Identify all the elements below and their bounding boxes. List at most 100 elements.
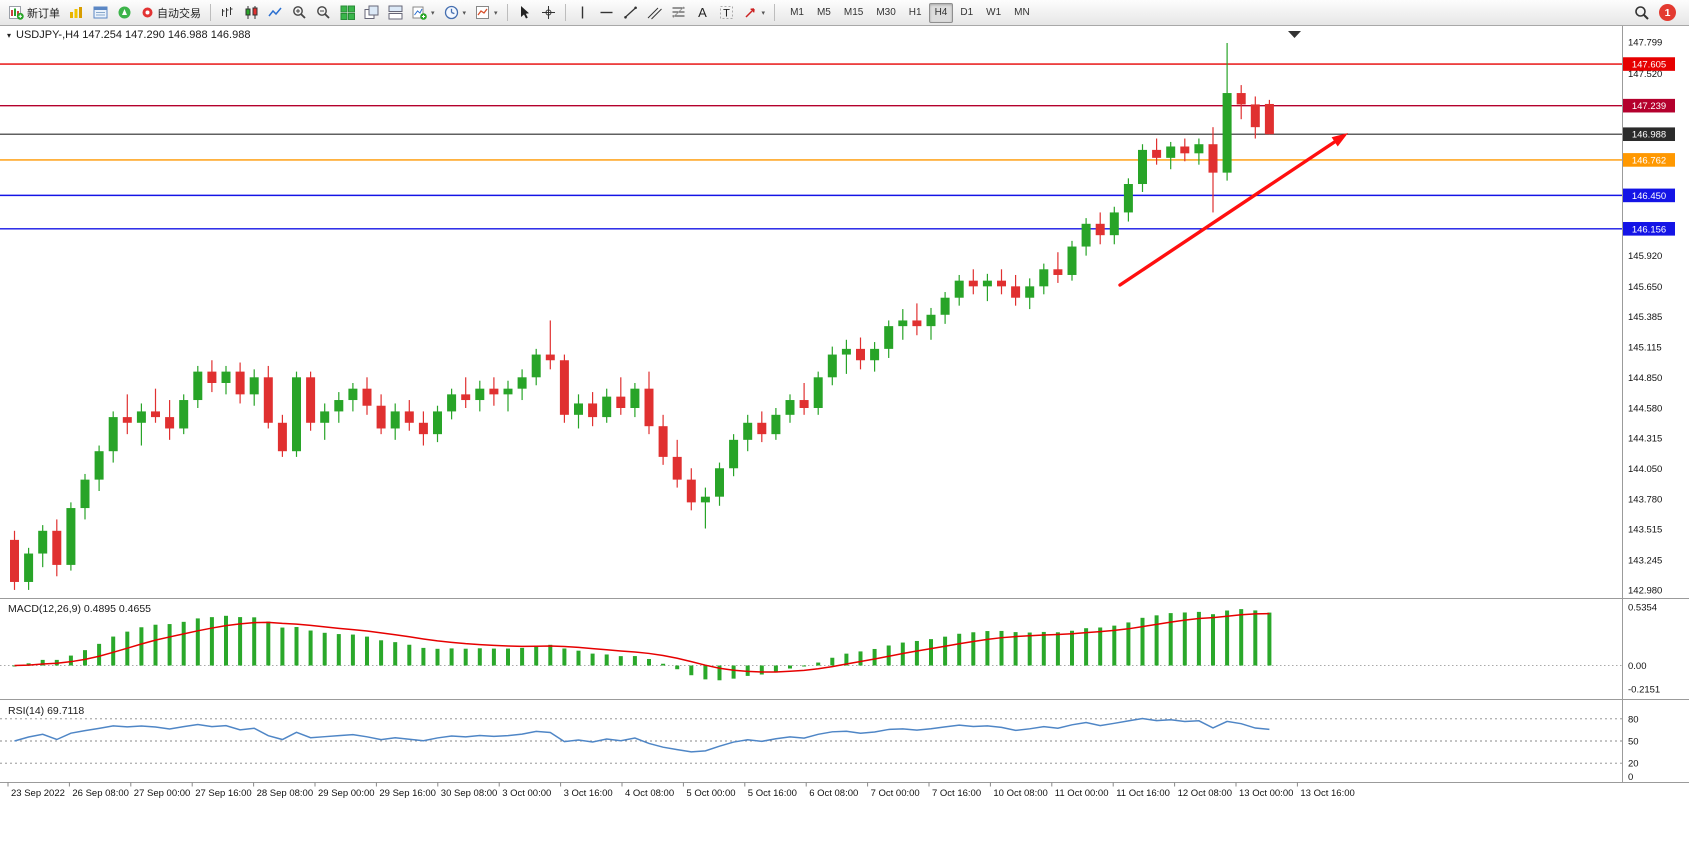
- svg-text:7 Oct 16:00: 7 Oct 16:00: [932, 788, 981, 799]
- toolbar-separator: [774, 4, 776, 21]
- rsi-line: [14, 717, 1270, 753]
- svg-text:144.315: 144.315: [1628, 434, 1662, 445]
- timeframe-button-m30[interactable]: M30: [870, 3, 901, 23]
- bar-chart-type-button[interactable]: [216, 2, 239, 24]
- price-tag-146.156: 146.156: [1623, 222, 1675, 236]
- timeframe-button-h1[interactable]: H1: [903, 3, 928, 23]
- chart-ohlc-text: USDJPY-,H4 147.254 147.290 146.988 146.9…: [16, 29, 251, 41]
- svg-text:5 Oct 00:00: 5 Oct 00:00: [686, 788, 735, 799]
- cursor-button[interactable]: [513, 2, 536, 24]
- line-chart-type-button[interactable]: [264, 2, 287, 24]
- trendline-tool-button[interactable]: [619, 2, 642, 24]
- svg-text:10 Oct 08:00: 10 Oct 08:00: [993, 788, 1047, 799]
- toolbar: 新订单 自动交易 ▾ ▾: [0, 0, 1689, 26]
- template-button[interactable]: ▾: [471, 2, 502, 24]
- svg-text:T: T: [723, 8, 730, 20]
- svg-text:11 Oct 00:00: 11 Oct 00:00: [1055, 788, 1109, 799]
- svg-text:23 Sep 2022: 23 Sep 2022: [11, 788, 65, 799]
- timeframe-button-m1[interactable]: M1: [784, 3, 810, 23]
- search-button[interactable]: [1630, 2, 1654, 24]
- svg-text:28 Sep 08:00: 28 Sep 08:00: [257, 788, 314, 799]
- cascade-windows-button[interactable]: [360, 2, 383, 24]
- svg-text:4 Oct 08:00: 4 Oct 08:00: [625, 788, 674, 799]
- horizontal-line-icon: [600, 11, 613, 14]
- data-window-icon: [93, 6, 108, 19]
- bar-chart-type-icon: [222, 7, 233, 17]
- chevron-down-icon: ▾: [494, 9, 498, 17]
- crosshair-icon: [541, 6, 555, 19]
- timeframe-button-m5[interactable]: M5: [811, 3, 837, 23]
- price-tag-147.605: 147.605: [1623, 57, 1675, 71]
- market-watch-icon: [70, 7, 82, 18]
- auto-trading-label: 自动交易: [157, 7, 201, 20]
- horizontal-line-tool-button[interactable]: [595, 2, 618, 24]
- macd-scale-label: 0.00: [1628, 661, 1647, 672]
- market-watch-button[interactable]: [65, 2, 88, 24]
- tile-horizontal-button[interactable]: [384, 2, 407, 24]
- navigator-button[interactable]: [113, 2, 136, 24]
- svg-text:145.385: 145.385: [1628, 312, 1662, 323]
- svg-text:146.988: 146.988: [1632, 130, 1666, 141]
- timeframe-button-d1[interactable]: D1: [954, 3, 979, 23]
- arrows-tool-button[interactable]: ▾: [739, 2, 770, 24]
- toolbar-separator: [210, 4, 211, 21]
- vertical-line-tool-button[interactable]: [571, 2, 594, 24]
- timeframe-button-h4[interactable]: H4: [928, 2, 954, 23]
- svg-text:3 Oct 16:00: 3 Oct 16:00: [564, 788, 613, 799]
- macd-indicator-label: MACD(12,26,9) 0.4895 0.4655: [8, 603, 152, 615]
- svg-text:146.450: 146.450: [1632, 191, 1666, 202]
- chevron-down-icon: ▾: [462, 9, 467, 17]
- horizontal-price-lines[interactable]: [0, 63, 1622, 230]
- chart-canvas[interactable]: 147.799 147.520 145.920 145.650 145.385 145.1…: [0, 26, 1689, 862]
- arrows-icon: [745, 8, 755, 18]
- tile-windows-button[interactable]: [336, 2, 359, 24]
- zoom-in-button[interactable]: [288, 2, 311, 24]
- channel-icon: [647, 7, 662, 20]
- new-chart-button[interactable]: ▾: [408, 2, 439, 24]
- crosshair-button[interactable]: [537, 2, 560, 24]
- timeframe-button-mn[interactable]: MN: [1008, 3, 1036, 23]
- svg-text:145.650: 145.650: [1628, 282, 1662, 293]
- macd-scale-label: -0.2151: [1628, 685, 1660, 696]
- zoom-out-button[interactable]: [312, 2, 335, 24]
- price-tag-146.450: 146.450: [1623, 188, 1675, 203]
- toolbar-separator: [564, 4, 566, 21]
- svg-text:30 Sep 08:00: 30 Sep 08:00: [441, 788, 498, 799]
- svg-text:142.980: 142.980: [1628, 585, 1662, 596]
- zoom-out-icon: [317, 6, 330, 19]
- trendline-icon: [623, 6, 637, 19]
- svg-text:27 Sep 16:00: 27 Sep 16:00: [195, 788, 252, 799]
- data-window-button[interactable]: [89, 2, 112, 24]
- auto-trading-button[interactable]: 自动交易: [137, 2, 205, 24]
- macd-scale-label: 0.5354: [1628, 602, 1657, 613]
- toolbar-separator: [506, 4, 508, 21]
- svg-text:147.520: 147.520: [1628, 69, 1662, 80]
- svg-text:29 Sep 00:00: 29 Sep 00:00: [318, 788, 375, 799]
- label-tool-button[interactable]: T: [715, 2, 738, 24]
- new-order-icon: [9, 6, 24, 20]
- timeframe-button-w1[interactable]: W1: [980, 3, 1007, 23]
- timeframe-button-m15[interactable]: M15: [838, 3, 869, 23]
- svg-text:144.050: 144.050: [1628, 464, 1662, 475]
- candlestick-type-button[interactable]: [240, 2, 263, 24]
- text-tool-button[interactable]: A: [691, 2, 714, 24]
- trend-arrow-annotation[interactable]: [1118, 133, 1348, 287]
- svg-text:27 Sep 00:00: 27 Sep 00:00: [134, 788, 191, 799]
- candlestick-type-icon: [245, 6, 258, 19]
- rsi-scale-label: 0: [1628, 772, 1633, 783]
- auto-trading-icon: [142, 7, 153, 18]
- one-click-trading-arrow-icon[interactable]: ▾: [7, 30, 12, 40]
- channel-tool-button[interactable]: [643, 2, 666, 24]
- rsi-indicator-label: RSI(14) 69.7118: [8, 705, 85, 717]
- search-icon: [1635, 5, 1649, 20]
- period-clock-icon: [444, 5, 458, 20]
- period-button[interactable]: ▾: [440, 2, 471, 24]
- chart-symbol-header: ▾ USDJPY-,H4 147.254 147.290 146.988 146…: [7, 29, 250, 41]
- navigator-icon: [118, 6, 131, 19]
- chart-shift-marker-icon[interactable]: [1288, 31, 1301, 38]
- new-order-button[interactable]: 新订单: [5, 2, 64, 24]
- notification-badge[interactable]: 1: [1659, 4, 1676, 21]
- svg-text:143.245: 143.245: [1628, 555, 1662, 566]
- fibonacci-tool-button[interactable]: [667, 2, 690, 24]
- svg-text:147.799: 147.799: [1628, 38, 1662, 49]
